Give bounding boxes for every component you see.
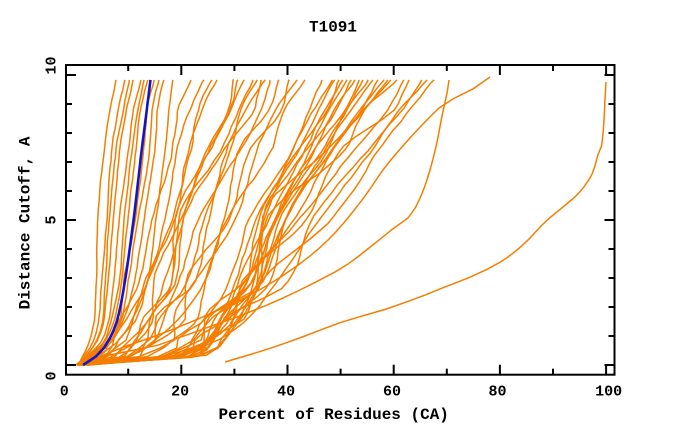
- svg-text:0: 0: [60, 384, 69, 401]
- svg-text:5: 5: [44, 215, 61, 224]
- svg-text:20: 20: [171, 384, 189, 401]
- svg-text:Distance Cutoff, A: Distance Cutoff, A: [17, 136, 35, 309]
- svg-text:60: 60: [383, 384, 401, 401]
- svg-text:0: 0: [44, 371, 61, 380]
- svg-text:Percent of Residues (CA): Percent of Residues (CA): [218, 406, 448, 424]
- svg-text:10: 10: [44, 56, 61, 74]
- svg-text:T1091: T1091: [309, 19, 357, 37]
- svg-text:40: 40: [277, 384, 295, 401]
- svg-text:100: 100: [595, 384, 622, 401]
- svg-text:80: 80: [488, 384, 506, 401]
